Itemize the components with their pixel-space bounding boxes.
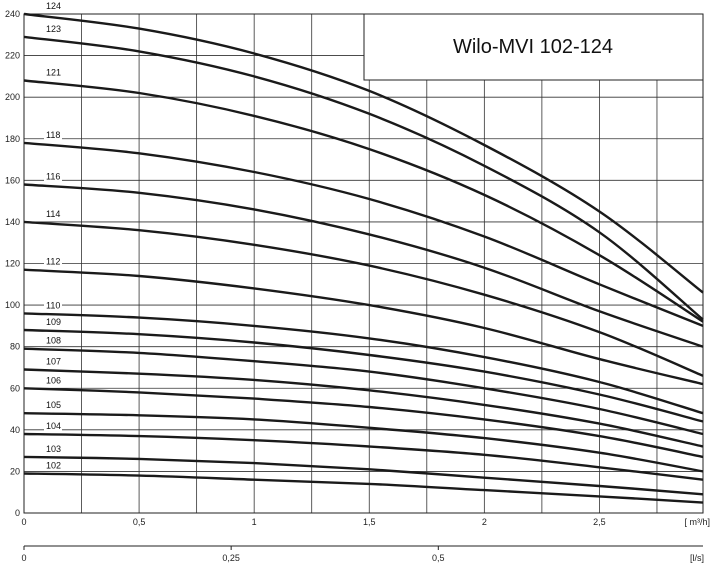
x-axis-ticks: 0 0,5 1 1,5 2 2,5 <box>21 517 605 527</box>
series-label-bg <box>44 208 62 219</box>
series-label-118: 118 <box>46 130 60 140</box>
y-tick-label: 120 <box>5 259 20 269</box>
series-label-108: 108 <box>46 336 61 346</box>
series-label-bg <box>44 443 62 454</box>
series-label-112: 112 <box>46 257 60 267</box>
series-label-124: 124 <box>46 1 61 11</box>
secondary-axis-tick-label: 0,5 <box>432 553 445 563</box>
series-label-bg <box>44 300 62 311</box>
series-line-112 <box>23 268 704 386</box>
y-tick-label: 240 <box>5 9 20 19</box>
x-tick-label: 0,5 <box>133 517 146 527</box>
x-tick-label: 0 <box>21 517 26 527</box>
series-line-105 <box>23 412 704 473</box>
series-label-107: 107 <box>46 357 61 367</box>
series-label-bg <box>44 67 62 78</box>
series-label-bg <box>44 171 62 182</box>
series-label-bg <box>44 23 62 34</box>
series-line-102 <box>23 472 704 504</box>
y-tick-label: 60 <box>10 383 20 393</box>
series-line-114 <box>23 220 704 377</box>
y-tick-label: 160 <box>5 175 20 185</box>
y-tick-label: 200 <box>5 92 20 102</box>
series-label-121: 121 <box>46 68 61 78</box>
x-tick-label: 2,5 <box>593 517 606 527</box>
series-label-103: 103 <box>46 444 61 454</box>
secondary-axis-tick-label: 0,25 <box>222 553 240 563</box>
series-line-118 <box>23 141 704 328</box>
series-line-104 <box>23 432 704 481</box>
secondary-x-axis: 00,250,51,25 <box>21 545 703 563</box>
series-line-121 <box>23 79 704 323</box>
series-label-105: 105 <box>46 400 61 410</box>
y-tick-label: 20 <box>10 466 20 476</box>
series-label-bg <box>44 129 62 140</box>
y-tick-label: 40 <box>10 425 20 435</box>
y-tick-label: 100 <box>5 300 20 310</box>
secondary-x-axis-unit: [l/s] <box>690 553 704 563</box>
series-label-bg <box>44 460 62 471</box>
chart-title: Wilo-MVI 102-124 <box>453 36 613 58</box>
series-label-bg <box>44 420 62 431</box>
series-line-123 <box>23 35 704 321</box>
series-line-108 <box>23 347 704 436</box>
series-label-106: 106 <box>46 375 61 385</box>
title-box-frame <box>363 13 704 81</box>
y-tick-label: 80 <box>10 342 20 352</box>
x-tick-label: 1,5 <box>363 517 376 527</box>
series-labels: 102 103 104 105 106 107 108 109 110 112 114 116 118 1… <box>44 1 62 471</box>
y-axis-ticks: 0 20 40 60 80 100 120 140 160 180 200 220 240 <box>5 9 20 518</box>
series-label-114: 114 <box>46 209 60 219</box>
x-tick-label: 1 <box>252 517 257 527</box>
series-line-116 <box>23 183 704 348</box>
series-line-124 <box>23 12 704 294</box>
series-label-123: 123 <box>46 24 61 34</box>
series-label-116: 116 <box>46 171 60 181</box>
series-label-102: 102 <box>46 460 61 470</box>
series-line-107 <box>23 368 704 448</box>
title-box: Wilo-MVI 102-124 <box>363 13 704 81</box>
series-label-109: 109 <box>46 317 61 327</box>
series-label-bg <box>44 256 62 267</box>
x-tick-label: 2 <box>482 517 487 527</box>
series-label-bg <box>44 1 62 11</box>
series-label-bg <box>44 317 62 328</box>
series-label-bg <box>44 375 62 386</box>
series-line-103 <box>23 455 704 496</box>
secondary-axis-tick-label: 0 <box>21 553 26 563</box>
series-line-110 <box>23 312 704 415</box>
series-lines <box>23 12 704 504</box>
series-label-bg <box>44 356 62 367</box>
series-label-bg <box>44 400 62 411</box>
series-label-110: 110 <box>46 300 60 310</box>
series-label-104: 104 <box>46 421 61 431</box>
y-tick-label: 0 <box>15 508 20 518</box>
y-tick-label: 140 <box>5 217 20 227</box>
y-tick-label: 180 <box>5 134 20 144</box>
series-label-bg <box>44 335 62 346</box>
y-tick-label: 220 <box>5 51 20 61</box>
series-line-106 <box>23 387 704 459</box>
x-axis-unit: [ m³/h] <box>684 517 710 527</box>
series-line-109 <box>23 328 704 423</box>
